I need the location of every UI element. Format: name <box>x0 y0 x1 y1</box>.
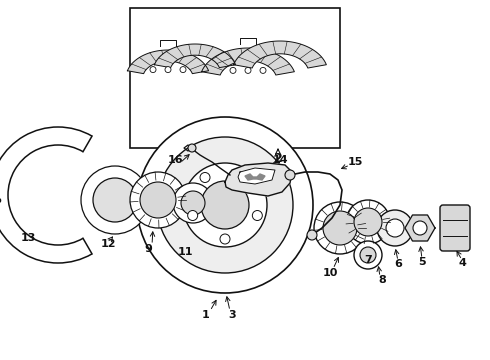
Circle shape <box>201 181 249 229</box>
Circle shape <box>188 144 196 152</box>
Text: 5: 5 <box>418 257 426 267</box>
Circle shape <box>137 117 313 293</box>
Circle shape <box>354 241 382 269</box>
Circle shape <box>307 230 317 240</box>
Text: 6: 6 <box>394 259 402 269</box>
Circle shape <box>240 172 250 183</box>
Text: 12: 12 <box>100 239 116 249</box>
Text: 8: 8 <box>378 275 386 285</box>
Text: 13: 13 <box>20 233 36 243</box>
FancyBboxPatch shape <box>440 205 470 251</box>
Circle shape <box>386 219 404 237</box>
Circle shape <box>360 247 376 263</box>
Text: 3: 3 <box>228 310 236 320</box>
Circle shape <box>200 172 210 183</box>
Text: 15: 15 <box>347 157 363 167</box>
Circle shape <box>93 178 137 222</box>
Polygon shape <box>245 174 265 180</box>
Circle shape <box>81 166 149 234</box>
Circle shape <box>157 137 293 273</box>
Circle shape <box>180 67 186 73</box>
Circle shape <box>285 170 295 180</box>
Text: 9: 9 <box>144 244 152 254</box>
Circle shape <box>377 210 413 246</box>
Circle shape <box>183 163 267 247</box>
Circle shape <box>188 211 197 221</box>
Text: 10: 10 <box>322 268 338 278</box>
Circle shape <box>230 67 236 73</box>
Text: 14: 14 <box>272 155 288 165</box>
Circle shape <box>354 208 382 236</box>
Circle shape <box>245 67 251 73</box>
Circle shape <box>130 172 186 228</box>
Polygon shape <box>238 168 275 184</box>
Text: 7: 7 <box>364 255 372 265</box>
Circle shape <box>150 67 156 73</box>
Text: 1: 1 <box>202 310 210 320</box>
Text: 4: 4 <box>458 258 466 268</box>
Circle shape <box>173 183 213 223</box>
Polygon shape <box>127 50 209 74</box>
Polygon shape <box>234 41 326 68</box>
Text: 11: 11 <box>177 247 193 257</box>
Circle shape <box>413 221 427 235</box>
Circle shape <box>140 182 176 218</box>
Circle shape <box>252 211 262 221</box>
Circle shape <box>346 200 390 244</box>
Circle shape <box>181 191 205 215</box>
Polygon shape <box>405 215 435 241</box>
Circle shape <box>314 202 366 254</box>
Polygon shape <box>225 163 292 196</box>
Circle shape <box>260 67 266 73</box>
Circle shape <box>220 234 230 244</box>
Polygon shape <box>154 44 236 68</box>
Text: 16: 16 <box>167 155 183 165</box>
Bar <box>130 8 340 148</box>
Circle shape <box>323 211 357 245</box>
Circle shape <box>165 67 171 73</box>
Polygon shape <box>202 48 294 75</box>
Text: 2: 2 <box>273 152 282 165</box>
